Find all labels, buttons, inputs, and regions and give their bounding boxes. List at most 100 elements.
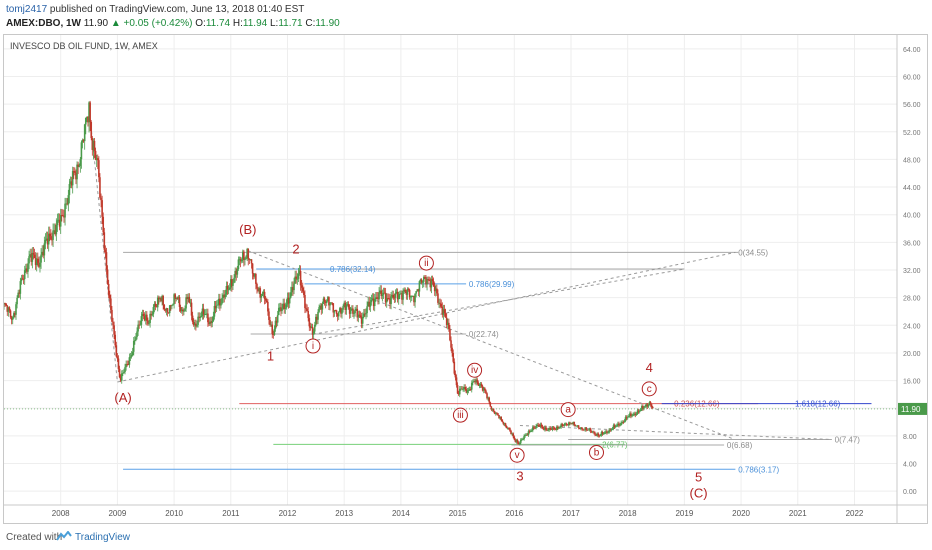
candle-body	[244, 258, 246, 261]
candle-body	[141, 313, 144, 317]
candle-body	[162, 295, 164, 305]
candle-body	[255, 273, 257, 284]
candle-body	[560, 424, 562, 427]
candle-body	[490, 406, 493, 410]
candle-body	[369, 302, 372, 307]
candle-body	[553, 428, 556, 430]
candle-body	[89, 102, 91, 122]
candle-body	[316, 316, 318, 320]
candle-body	[100, 197, 102, 201]
candle-body	[461, 388, 463, 390]
tradingview-link[interactable]: TradingView	[75, 532, 131, 543]
x-tick-label: 2012	[279, 509, 297, 518]
candle-body	[269, 320, 271, 325]
candle-body	[210, 321, 212, 324]
candle-body	[70, 181, 73, 186]
candle-body	[299, 270, 302, 286]
candle-body	[513, 436, 516, 440]
candle-body	[631, 415, 633, 417]
candle-body	[548, 428, 550, 430]
last-price: 11.90	[83, 18, 109, 29]
candle-body	[324, 301, 327, 303]
candle-body	[590, 431, 593, 433]
top-bar: tomj2417 published on TradingView.com, J…	[0, 0, 932, 34]
publish-info: tomj2417 published on TradingView.com, J…	[6, 4, 304, 15]
candle-body	[187, 296, 190, 299]
candle-body	[449, 329, 451, 341]
candle-body	[620, 422, 622, 426]
candle-body	[550, 429, 553, 431]
candle-body	[417, 289, 420, 292]
candle-body	[175, 298, 178, 300]
candle-body	[80, 142, 83, 160]
candle-body	[223, 294, 226, 298]
candle-body	[272, 333, 275, 335]
candle-body	[276, 315, 279, 323]
candle-body	[387, 298, 389, 299]
candle-body	[197, 316, 199, 325]
candle-body	[551, 427, 554, 430]
candle-body	[57, 219, 60, 221]
candle-body	[512, 433, 514, 437]
candle-body	[377, 297, 379, 300]
candle-body	[164, 309, 167, 311]
x-tick-label: 2018	[619, 509, 637, 518]
candle-body	[373, 299, 376, 307]
author-link[interactable]: tomj2417	[6, 4, 48, 15]
candle-body	[221, 298, 223, 304]
candle-body	[433, 286, 436, 292]
candle-body	[601, 432, 604, 434]
y-tick-label: 40.00	[903, 213, 921, 220]
candle-body	[295, 276, 298, 279]
candle-body	[388, 298, 390, 299]
candle-body	[241, 251, 244, 260]
candle-body	[38, 262, 40, 267]
candle-body	[427, 279, 429, 280]
candle-body	[317, 311, 319, 320]
candle-body	[165, 308, 168, 311]
candle-body	[5, 303, 7, 306]
candle-body	[79, 159, 82, 166]
candle-body	[305, 308, 307, 309]
candle-body	[55, 225, 58, 235]
candle-body	[3, 302, 5, 305]
y-tick-label: 52.00	[903, 130, 921, 137]
candle-body	[421, 281, 424, 283]
price-chart[interactable]: 0.004.008.0012.0016.0020.0024.0028.0032.…	[3, 35, 927, 523]
candle-body	[212, 316, 215, 322]
wave-label: (C)	[690, 485, 708, 500]
candle-body	[499, 416, 501, 419]
candle-body	[610, 429, 613, 431]
candle-body	[4, 302, 6, 304]
candle-body	[540, 424, 543, 427]
fib-level-label: 0(7.47)	[835, 436, 861, 445]
candle-body	[168, 305, 171, 314]
candle-body	[320, 305, 323, 310]
candle-body	[534, 428, 536, 429]
candle-body	[200, 316, 203, 318]
candle-body	[43, 243, 46, 256]
wave-label-circle	[588, 444, 604, 460]
y-tick-label: 32.00	[903, 268, 921, 275]
candle-body	[308, 318, 311, 327]
candle-body	[358, 314, 361, 316]
candle-body	[410, 296, 413, 297]
wave-label-circle	[467, 362, 483, 378]
candle-body	[416, 289, 419, 292]
chart-panel[interactable]: 0.004.008.0012.0016.0020.0024.0028.0032.…	[3, 34, 928, 524]
candle-body	[375, 297, 377, 300]
candle-body	[258, 288, 260, 291]
candle-body	[340, 308, 342, 314]
candle-body	[154, 303, 157, 307]
candle-body	[292, 287, 294, 291]
candle-body	[318, 307, 320, 312]
candle-body	[16, 297, 18, 305]
y-tick-label: 16.00	[903, 379, 921, 386]
candle-body	[426, 279, 428, 285]
candle-body	[558, 427, 560, 429]
y-tick-label: 56.00	[903, 102, 921, 109]
candle-body	[34, 258, 37, 266]
candle-body	[88, 102, 90, 123]
candle-body	[393, 297, 396, 299]
candle-body	[232, 282, 234, 286]
